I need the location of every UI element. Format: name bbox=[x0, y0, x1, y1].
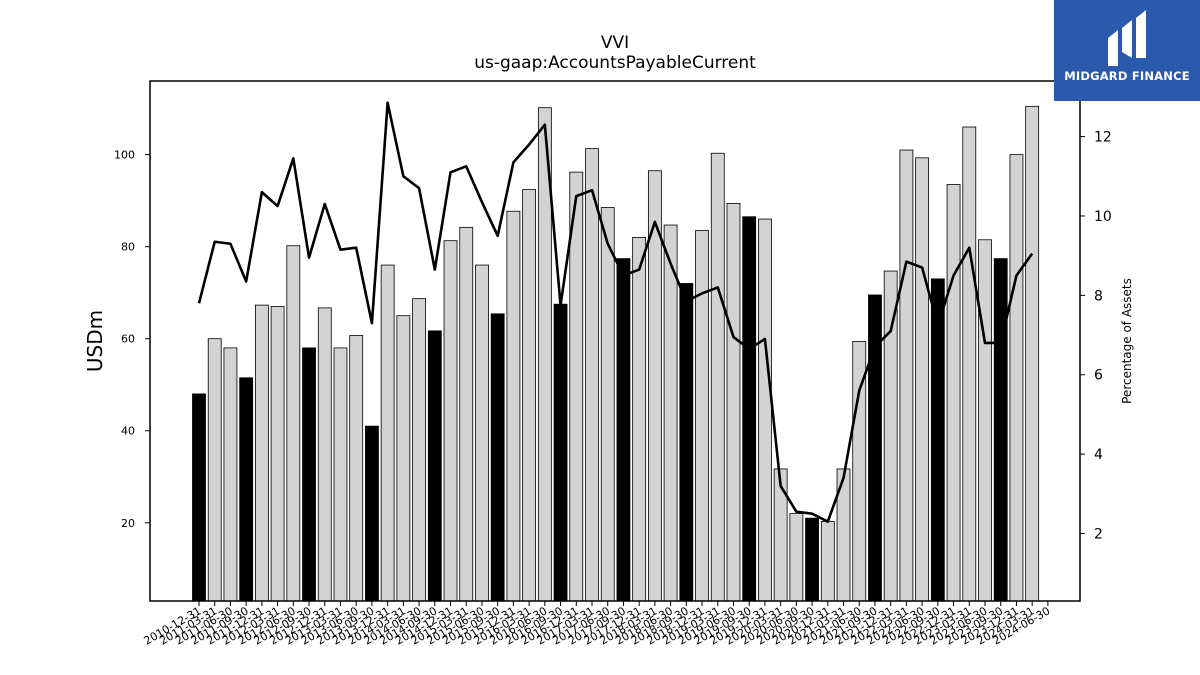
percentage-line bbox=[197, 101, 1034, 523]
bar-2018-06-30 bbox=[663, 224, 678, 602]
y2-tick-label: 2 bbox=[1094, 527, 1103, 543]
bar-2012-06-30 bbox=[286, 245, 301, 602]
bar-2011-09-30 bbox=[239, 377, 254, 602]
bar-2014-12-31 bbox=[443, 240, 458, 602]
bar-2011-06-30 bbox=[223, 347, 238, 602]
bar-2014-09-30 bbox=[427, 330, 442, 602]
y-axis-left: 20 40 60 80 100 bbox=[114, 149, 150, 530]
bar-2015-03-31 bbox=[459, 226, 474, 602]
bar-2019-09-30 bbox=[742, 216, 757, 602]
bar-2012-12-31 bbox=[317, 307, 332, 602]
bar-2017-06-30 bbox=[600, 207, 615, 602]
bar-2020-09-30 bbox=[805, 517, 819, 602]
bar-2023-06-30 bbox=[978, 239, 992, 602]
bar-2013-09-30 bbox=[365, 425, 379, 602]
y-tick-label: 20 bbox=[121, 517, 135, 530]
bar-2014-06-30 bbox=[412, 298, 426, 602]
brand-logo: MIDGARD FINANCE bbox=[1054, 0, 1200, 101]
y2-tick-label: 12 bbox=[1094, 130, 1112, 146]
logo-text: MIDGARD FINANCE bbox=[1064, 69, 1190, 83]
bar-2011-12-31 bbox=[254, 304, 269, 602]
bar-2011-03-31 bbox=[207, 338, 222, 602]
x-axis: 2010-12-312011-03-312011-06-302011-09-30… bbox=[142, 601, 1052, 648]
bar-2016-03-31 bbox=[522, 189, 537, 602]
y2-tick-label: 4 bbox=[1094, 447, 1103, 463]
y-axis-right: 2 4 6 8 10 12 bbox=[1080, 130, 1112, 543]
y-tick-label: 100 bbox=[114, 149, 135, 162]
chart-subtitle: us-gaap:AccountsPayableCurrent bbox=[474, 53, 756, 73]
bar-2022-06-30 bbox=[915, 157, 930, 602]
plot-frame bbox=[149, 80, 1081, 602]
y-axis-label: USDm bbox=[83, 310, 107, 372]
bar-2021-12-31 bbox=[883, 270, 898, 602]
bar-2020-03-31 bbox=[773, 468, 788, 602]
bar-2013-12-31 bbox=[380, 264, 395, 602]
bar-2016-09-30 bbox=[553, 303, 568, 602]
bar-2017-03-31 bbox=[585, 148, 599, 602]
bar-2012-09-30 bbox=[302, 347, 316, 602]
bar-2017-09-30 bbox=[616, 258, 631, 602]
bar-2015-09-30 bbox=[490, 313, 505, 602]
bar-2024-03-31 bbox=[1025, 105, 1040, 602]
bar-2022-03-31 bbox=[899, 149, 914, 602]
bar-2023-03-31 bbox=[962, 126, 977, 602]
y-tick-label: 80 bbox=[121, 241, 135, 254]
bar-2023-12-31 bbox=[1009, 154, 1024, 602]
bar-2012-03-31 bbox=[270, 306, 285, 602]
bar-2013-06-30 bbox=[349, 335, 364, 602]
y2-tick-label: 8 bbox=[1094, 288, 1103, 304]
bar-2015-12-31 bbox=[506, 210, 521, 602]
line-series bbox=[197, 101, 1034, 523]
bar-series bbox=[192, 105, 1040, 602]
bar-2014-03-31 bbox=[396, 315, 411, 602]
bar-2019-12-31 bbox=[758, 218, 772, 602]
bar-2022-09-30 bbox=[930, 278, 945, 602]
logo-mark-icon bbox=[1108, 10, 1146, 66]
chart-title: VVI bbox=[601, 33, 629, 53]
bar-2017-12-31 bbox=[632, 237, 647, 602]
bar-2020-06-30 bbox=[789, 513, 804, 602]
y-tick-label: 60 bbox=[121, 333, 135, 346]
bar-2023-09-30 bbox=[993, 258, 1008, 602]
bar-2015-06-30 bbox=[475, 264, 489, 602]
bar-2013-03-31 bbox=[333, 347, 348, 602]
y2-axis-label: Percentage of Assets bbox=[1120, 278, 1134, 404]
bar-2010-12-31 bbox=[192, 393, 206, 602]
y-tick-label: 40 bbox=[121, 425, 135, 438]
bar-2019-06-30 bbox=[726, 203, 741, 602]
y2-tick-label: 6 bbox=[1094, 368, 1103, 384]
bar-2018-09-30 bbox=[679, 283, 694, 602]
bar-2018-12-31 bbox=[695, 230, 709, 602]
bar-2020-12-31 bbox=[820, 520, 835, 602]
bar-2019-03-31 bbox=[710, 152, 725, 602]
bar-2022-12-31 bbox=[946, 184, 961, 602]
y2-tick-label: 10 bbox=[1094, 209, 1112, 225]
